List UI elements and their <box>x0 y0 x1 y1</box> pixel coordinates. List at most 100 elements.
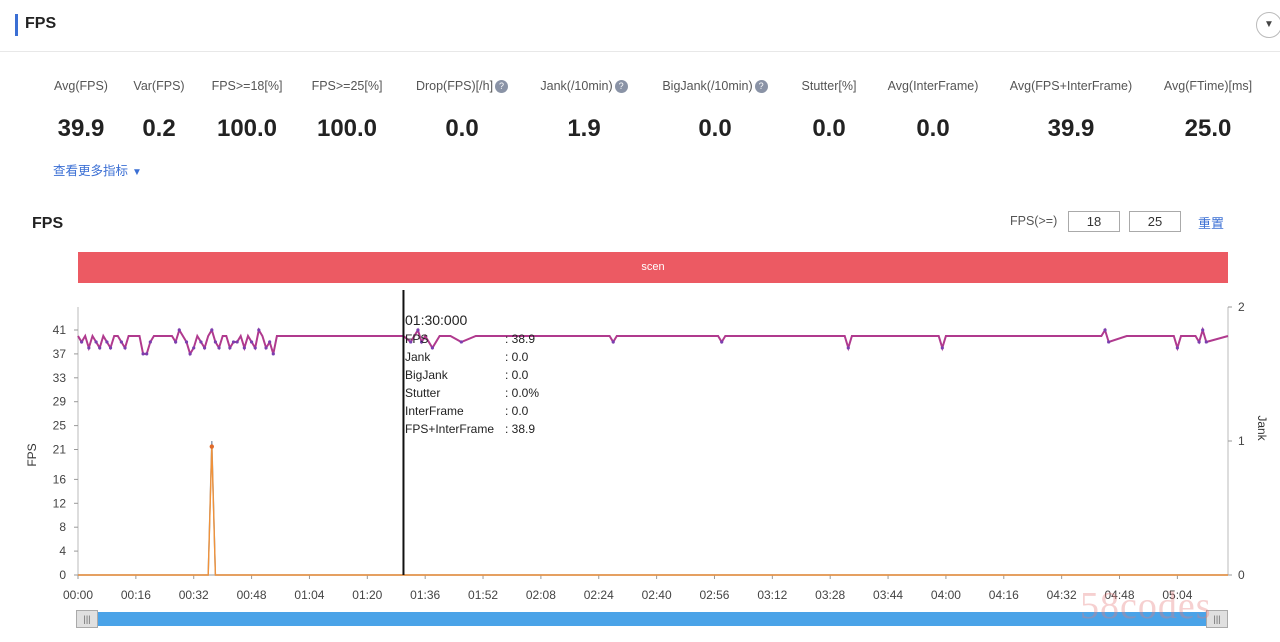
x-tick-label: 03:28 <box>815 588 845 602</box>
metric-label: Avg(FTime)[ms] <box>1163 79 1253 93</box>
chart-tooltip: 01:30:000 FPS: 38.9 Jank: 0.0 BigJank: 0.0… <box>405 312 565 438</box>
fps-point <box>257 328 261 332</box>
tooltip-row: BigJank: 0.0 <box>405 366 565 384</box>
metric-value: 0.2 <box>142 115 176 142</box>
fps-point <box>94 340 98 344</box>
time-range-slider[interactable]: ||| ||| <box>76 610 1228 628</box>
y-tick-label: 8 <box>59 520 66 534</box>
x-tick-label: 01:04 <box>294 588 324 602</box>
fps-point <box>1204 340 1208 344</box>
metric-item: Avg(FPS) 39.9 <box>1 76 161 144</box>
fps-point <box>242 346 246 350</box>
slider-track[interactable] <box>78 612 1228 626</box>
x-tick-label: 01:20 <box>352 588 382 602</box>
x-tick-label: 02:56 <box>699 588 729 602</box>
metric-value: 100.0 <box>316 115 378 142</box>
y-tick-label: 21 <box>53 443 67 457</box>
fps-point <box>145 352 149 356</box>
metric-label: Avg(FPS) <box>54 79 108 93</box>
scene-bar[interactable]: scen <box>78 252 1228 283</box>
x-tick-label: 03:12 <box>757 588 787 602</box>
x-tick-label: 00:00 <box>63 588 93 602</box>
metric-label: FPS>=25[%] <box>311 79 383 93</box>
y-tick-label: 4 <box>59 544 66 558</box>
threshold-low-input[interactable] <box>1068 211 1120 232</box>
metrics-row: Avg(FPS) 39.9 Var(FPS) 0.2 FPS>=18[%] 100.0 FP… <box>0 76 1280 156</box>
tooltip-value: : 0.0 <box>505 404 529 418</box>
y-tick-label: 0 <box>59 568 66 582</box>
metric-value: 0.0 <box>812 115 846 142</box>
reset-button[interactable]: 重置 <box>1198 216 1225 231</box>
y-axis-label: FPS <box>25 443 39 466</box>
help-icon[interactable]: ? <box>754 80 768 94</box>
slider-start-handle[interactable]: ||| <box>76 610 98 628</box>
x-tick-label: 04:00 <box>931 588 961 602</box>
fps-point <box>105 340 109 344</box>
tooltip-key: FPS+InterFrame <box>405 422 495 436</box>
x-tick-label: 01:36 <box>410 588 440 602</box>
metric-value: 0.0 <box>916 115 950 142</box>
fps-point <box>940 346 944 350</box>
y-tick-label: 37 <box>53 347 67 361</box>
fps-point <box>416 328 420 332</box>
fps-point <box>1175 346 1179 350</box>
fps-point <box>231 340 236 344</box>
metric-label: Stutter[%] <box>801 79 857 93</box>
y2-axis-label: Jank <box>1255 415 1269 441</box>
tooltip-row: InterFrame : 0.0 <box>405 402 565 420</box>
help-icon[interactable]: ? <box>614 80 628 94</box>
metric-item: Avg(FPS+InterFrame) 39.9 <box>991 76 1151 144</box>
x-tick-label: 04:48 <box>1104 588 1134 602</box>
x-tick-label: 04:16 <box>989 588 1019 602</box>
x-tick-label: 00:16 <box>121 588 151 602</box>
fps-point <box>430 346 435 350</box>
scene-label: scen <box>641 261 665 273</box>
fps-point <box>188 352 192 356</box>
metric-label-wrap: Jank(/10min)? <box>504 76 664 96</box>
y-tick-label: 41 <box>53 323 67 337</box>
fps-point <box>846 346 850 350</box>
fps-point <box>148 340 152 344</box>
fps-point <box>87 346 91 350</box>
chevron-down-icon[interactable]: ▼ <box>1256 12 1280 38</box>
watermark: 58codes <box>1080 585 1212 627</box>
tooltip-key: InterFrame <box>405 404 464 418</box>
section-header: FPS ▼ <box>0 0 1280 52</box>
fps-point <box>174 340 178 344</box>
fps-point <box>80 340 84 344</box>
fps-point <box>192 346 196 350</box>
fps-point <box>268 340 272 344</box>
tooltip-row: Stutter: 0.0% <box>405 384 565 402</box>
tooltip-key: Jank <box>405 350 431 364</box>
y-tick-label: 12 <box>53 496 67 510</box>
metric-item: Drop(FPS)[/h]? 0.0 <box>382 76 542 144</box>
section-title: FPS <box>25 15 57 32</box>
metric-label: Drop(FPS)[/h] <box>415 79 494 93</box>
x-tick-label: 00:48 <box>237 588 267 602</box>
fps-point <box>253 346 257 350</box>
fps-point <box>108 346 113 350</box>
slider-end-handle[interactable]: ||| <box>1206 610 1228 628</box>
fps-point <box>141 352 145 356</box>
x-tick-label: 04:32 <box>1047 588 1077 602</box>
fps-point <box>217 346 221 350</box>
tooltip-key: BigJank <box>405 368 448 382</box>
metric-label: BigJank(/10min) <box>662 79 753 93</box>
help-icon[interactable]: ? <box>495 80 509 94</box>
fps-point <box>459 340 463 344</box>
tooltip-row: FPS: 38.9 <box>405 330 565 348</box>
series-line-bigjank <box>78 446 1228 576</box>
threshold-high-input[interactable] <box>1129 211 1181 232</box>
more-metrics-link[interactable]: 查看更多指标 ▼ <box>53 160 142 179</box>
fps-point <box>123 346 127 350</box>
metric-value: 25.0 <box>1184 115 1232 142</box>
metric-item: Var(FPS) 0.2 <box>79 76 239 144</box>
fps-point <box>228 346 232 350</box>
metric-item: Avg(FTime)[ms] 25.0 <box>1128 76 1280 144</box>
metric-label: Jank(/10min) <box>540 79 613 93</box>
fps-point <box>98 346 102 350</box>
tooltip-value: : 38.9 <box>505 422 536 436</box>
y-tick-label: 29 <box>53 395 67 409</box>
threshold-label: FPS(>=) <box>1010 214 1058 228</box>
